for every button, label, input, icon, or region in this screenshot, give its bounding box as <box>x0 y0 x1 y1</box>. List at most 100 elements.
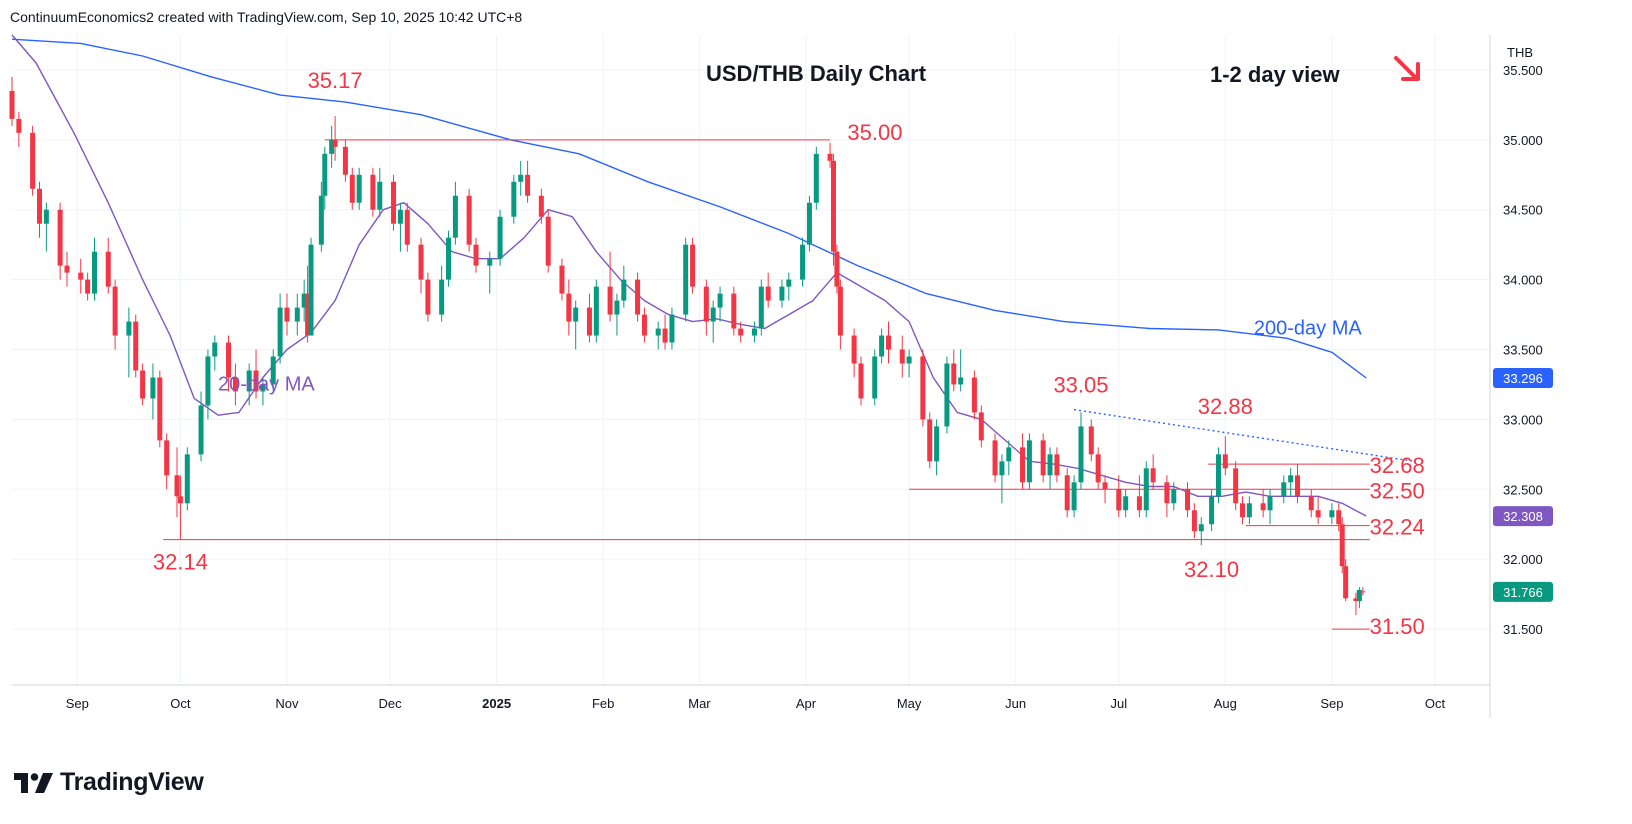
candle-body <box>899 349 905 364</box>
plot-area[interactable] <box>12 35 1490 685</box>
candle-body <box>1143 468 1149 511</box>
x-tick-label: Oct <box>170 696 191 711</box>
trendline <box>1073 408 1415 463</box>
time-axis[interactable]: Sep Oct Nov Dec 2025 Feb Mar Apr May Jun Jul Aug Sep… <box>66 696 1446 711</box>
candle-body <box>446 237 452 280</box>
x-tick-label: Sep <box>66 696 89 711</box>
candle-body <box>157 377 163 441</box>
candle-body <box>497 216 503 259</box>
candle-body <box>133 321 139 371</box>
candle-body <box>1071 482 1077 511</box>
level-annotation: 32.10 <box>1184 557 1239 582</box>
candle-body <box>1136 496 1142 511</box>
candle-body <box>690 244 696 287</box>
candle-body <box>635 279 641 315</box>
currency-label: THB <box>1507 45 1533 60</box>
candle-body <box>978 412 984 441</box>
candle-body <box>232 377 238 392</box>
candle-body <box>377 181 383 210</box>
candle-body <box>126 321 132 336</box>
y-tick-label: 35.500 <box>1503 63 1543 78</box>
candle-body <box>1123 496 1129 511</box>
candle-body <box>36 188 42 224</box>
level-annotation: 32.68 <box>1370 453 1425 478</box>
candle-body <box>518 174 524 182</box>
x-tick-label: May <box>897 696 922 711</box>
candle-body <box>1209 496 1215 525</box>
candle-body <box>349 174 355 203</box>
chart-title: USD/THB Daily Chart <box>706 61 927 86</box>
candle-body <box>308 244 314 336</box>
candle-body <box>253 370 259 392</box>
x-tick-label: Sep <box>1320 696 1343 711</box>
ma200-line <box>11 38 1367 379</box>
level-annotation: 31.50 <box>1370 614 1425 639</box>
candle-body <box>184 454 190 504</box>
candle-body <box>1198 524 1204 532</box>
candle-body <box>177 496 183 504</box>
candle-body <box>765 286 771 301</box>
candle-body <box>1064 475 1070 511</box>
candle-body <box>525 174 531 196</box>
x-tick-label: Dec <box>379 696 403 711</box>
candles-layer <box>9 76 1366 616</box>
candle-body <box>758 286 764 329</box>
candle-body <box>906 356 912 364</box>
ma200-layer <box>11 38 1367 379</box>
arrow-down-right-icon <box>1394 56 1420 81</box>
candle-body <box>872 356 878 399</box>
candle-body <box>64 265 70 273</box>
candle-body <box>404 209 410 245</box>
candle-body <box>751 328 757 336</box>
candle-body <box>813 153 819 203</box>
candle-body <box>212 342 218 357</box>
candle-body <box>301 293 307 308</box>
candle-body <box>607 286 613 315</box>
level-annotation: 32.50 <box>1370 478 1425 503</box>
candle-body <box>198 405 204 455</box>
candle-body <box>879 335 885 357</box>
candle-body <box>1339 524 1345 567</box>
x-tick-label: Nov <box>275 696 299 711</box>
candle-body <box>593 286 599 336</box>
candle-body <box>284 307 290 322</box>
candle-body <box>305 293 311 336</box>
level-annotation: 32.14 <box>153 550 208 575</box>
candle-body <box>669 314 675 343</box>
candle-body <box>834 251 840 287</box>
candle-body <box>827 153 833 161</box>
x-tick-label: Apr <box>796 696 817 711</box>
candle-body <box>112 286 118 336</box>
y-tick-label: 33.000 <box>1503 412 1543 427</box>
x-tick-label: 2025 <box>482 696 511 711</box>
candle-body <box>614 300 620 315</box>
y-tick-label: 35.000 <box>1503 133 1543 148</box>
candle-body <box>1343 566 1349 599</box>
candle-body <box>944 363 950 427</box>
candle-body <box>1246 503 1252 518</box>
candle-body <box>992 440 998 476</box>
candle-body <box>1078 426 1084 483</box>
candle-body <box>573 307 579 322</box>
x-tick-label: Jul <box>1110 696 1127 711</box>
candle-body <box>1240 503 1246 518</box>
candle-body <box>655 328 661 336</box>
y-tick-label: 33.500 <box>1503 343 1543 358</box>
tradingview-logo[interactable]: TradingView <box>14 768 204 797</box>
candle-body <box>1116 489 1122 511</box>
x-tick-label: Jun <box>1005 696 1026 711</box>
candle-body <box>1267 496 1273 511</box>
candle-body <box>800 244 806 280</box>
candle-body <box>971 377 977 413</box>
candle-body <box>329 139 335 154</box>
levels-layer <box>163 139 1415 630</box>
candle-body <box>511 181 517 217</box>
y-tick-label: 34.500 <box>1503 203 1543 218</box>
y-tick-label: 31.500 <box>1503 622 1543 637</box>
price-axis[interactable]: 31.500 32.000 32.500 33.000 33.500 34.000 34.5… <box>1503 63 1543 637</box>
y-tick-label: 32.500 <box>1503 482 1543 497</box>
candle-body <box>1026 440 1032 483</box>
candle-body <box>439 279 445 315</box>
candle-body <box>140 370 146 399</box>
